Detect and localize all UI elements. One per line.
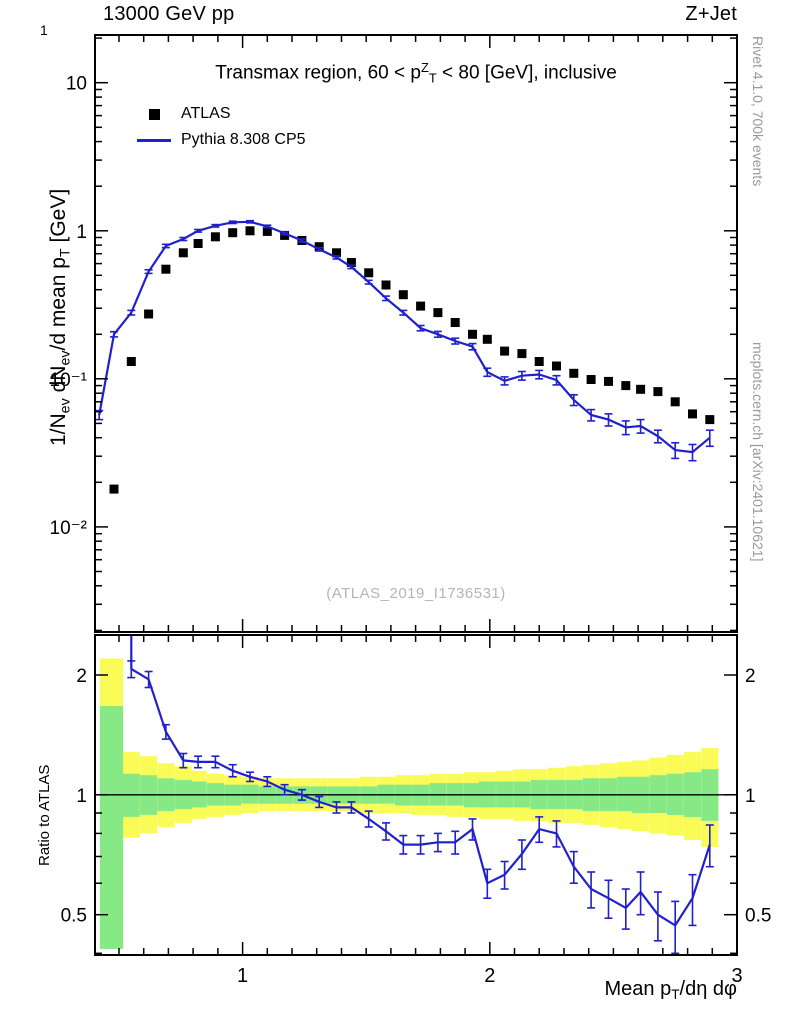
data-point-square: [416, 301, 426, 311]
y-tick-label: 1: [76, 222, 87, 243]
square-marker-icon: [148, 108, 160, 120]
label-part: /d mean p: [47, 257, 70, 351]
label-part: < 80 [GeV], inclusive: [436, 62, 617, 84]
data-point-square: [332, 248, 341, 258]
legend-marker-cell: [133, 138, 175, 142]
label-part: Mean p: [604, 978, 672, 1000]
legend-label: ATLAS: [181, 105, 231, 122]
label-part: dN: [47, 365, 70, 399]
rivet-version-note: Rivet 4.1.0, 700k events: [750, 36, 766, 187]
line-marker-icon: [137, 138, 171, 142]
legend-marker-cell: [133, 108, 175, 120]
data-point-square: [178, 248, 188, 258]
data-point-square: [552, 361, 561, 371]
series-atlas: [109, 226, 715, 494]
label-part: ev: [57, 398, 74, 414]
data-point-square: [433, 308, 443, 318]
green-band-bin: [99, 706, 124, 949]
ratio-plot-area: [95, 635, 737, 955]
data-point-square: [569, 368, 579, 378]
ratio-ticks: [95, 635, 738, 955]
data-point-square: [688, 409, 697, 419]
label-part: T: [671, 987, 680, 1003]
series-pythia-8-308-cp5: [95, 219, 714, 462]
data-point-square: [398, 290, 408, 300]
data-point-square: [346, 258, 356, 267]
series-line: [98, 220, 711, 454]
data-point-square: [210, 232, 220, 242]
data-point-square: [534, 357, 544, 366]
data-point-square: [314, 242, 324, 252]
y-axis-exponent: 1: [40, 22, 48, 38]
x-tick-label: 1: [237, 965, 248, 987]
y-axis-label: 1/Nev dNev/d mean pT [GeV]: [47, 189, 73, 446]
main-frame: [94, 34, 738, 633]
label-part: /dη dφ: [679, 978, 737, 1000]
data-point-square: [636, 384, 646, 394]
process-label: Z+Jet: [685, 3, 737, 25]
data-point-square: [245, 226, 255, 236]
y-tick-label: 0.5: [745, 906, 771, 927]
x-axis-label: Mean pT/dη dφ: [395, 978, 737, 1002]
data-point-square: [517, 349, 527, 359]
data-point-square: [621, 381, 631, 391]
data-point-square: [500, 346, 510, 356]
main-plot-area: [95, 219, 715, 494]
data-point-square: [262, 226, 272, 236]
y-tick-label: 1: [745, 786, 756, 807]
y-tick-label: 10⁻¹: [50, 370, 88, 391]
label-part: Transmax region, 60 < p: [215, 62, 421, 84]
label-part: Z: [420, 60, 429, 75]
data-point-square: [482, 334, 492, 344]
label-part: T: [428, 70, 437, 86]
data-point-square: [450, 318, 460, 327]
label-part: [GeV]: [47, 188, 70, 249]
data-point-square: [604, 376, 613, 386]
data-point-square: [193, 239, 203, 248]
data-point-square: [468, 329, 477, 339]
label-part: T: [57, 248, 74, 258]
ratio-y-axis-label: Ratio to ATLAS: [36, 764, 53, 866]
data-point-square: [109, 484, 119, 494]
legend-label: Pythia 8.308 CP5: [181, 131, 306, 148]
y-tick-label: 1: [76, 786, 87, 807]
data-point-square: [653, 387, 663, 397]
analysis-watermark: (ATLAS_2019_I1736531): [326, 585, 506, 602]
legend: ATLAS Pythia 8.308 CP5: [133, 101, 306, 153]
x-tick-label: 2: [484, 965, 495, 987]
label-part: ev: [57, 350, 74, 366]
data-point-square: [381, 280, 391, 290]
main-ticks: [95, 35, 738, 632]
data-point-square: [228, 228, 238, 238]
green-band-bin: [617, 776, 635, 812]
y-tick-label: 10⁻²: [50, 518, 88, 539]
yellow-uncertainty-band: [99, 658, 719, 847]
data-point-square: [670, 397, 680, 407]
mcplots-note: mcplots.cern.ch [arXiv:2401.10621]: [750, 342, 766, 562]
data-point-square: [586, 375, 596, 384]
series-pythia-8-308-cp5-atlas: [127, 635, 714, 955]
x-tick-label: 3: [731, 965, 742, 987]
data-point-square: [144, 309, 154, 319]
legend-item-pythia: Pythia 8.308 CP5: [133, 127, 306, 153]
data-point-square: [705, 415, 715, 425]
data-point-square: [364, 268, 374, 278]
y-tick-label: 2: [76, 666, 87, 687]
beam-energy-label: 13000 GeV pp: [103, 3, 235, 25]
legend-item-atlas: ATLAS: [133, 101, 306, 127]
y-tick-label: 2: [745, 666, 756, 687]
ratio-frame: [94, 634, 738, 956]
data-point-square: [161, 264, 171, 274]
series-line: [130, 635, 711, 927]
y-tick-label: 0.5: [61, 906, 87, 927]
y-tick-label: 10: [66, 74, 87, 95]
data-point-square: [126, 357, 136, 366]
label-part: 1/N: [47, 413, 70, 446]
plot-title: Transmax region, 60 < pZT < 80 [GeV], in…: [95, 60, 737, 85]
